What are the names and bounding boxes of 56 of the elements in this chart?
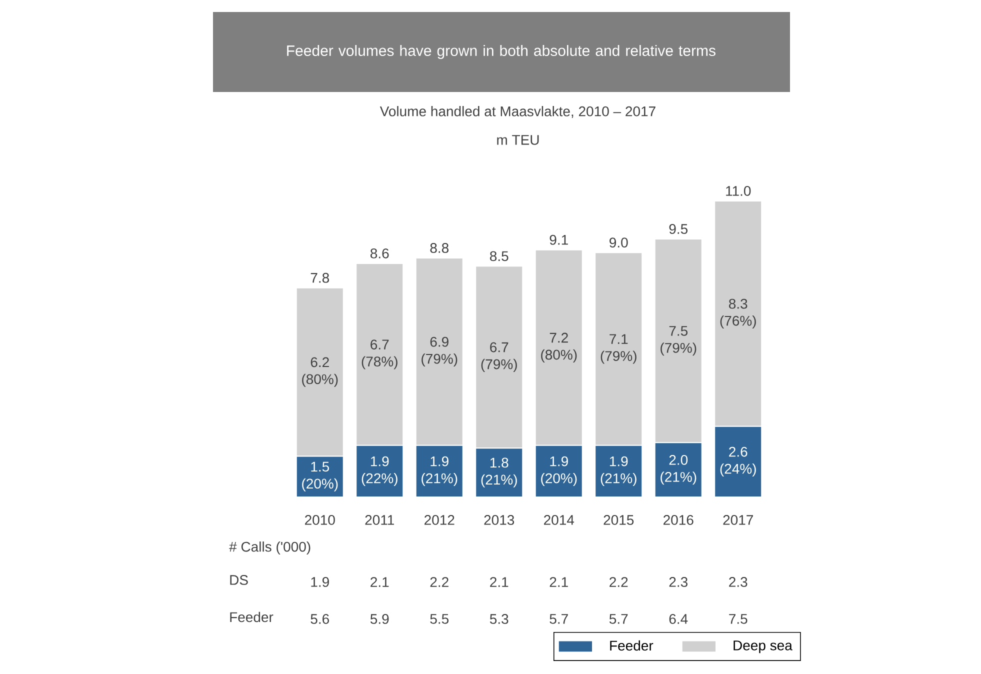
text: 2.3 (729, 577, 748, 587)
text: DS (230, 575, 248, 585)
data-label: 1.9 (21%) (600, 456, 636, 486)
data-label: 1.5 (20%) (302, 462, 338, 492)
x-tick-label: 2010 (305, 515, 335, 525)
total-label: 8.5 (490, 251, 508, 262)
data-label: 2.0 (21%) (660, 455, 696, 485)
y-axis-title: m TEU (497, 135, 539, 145)
data-label: 7.1 (79%) (600, 334, 636, 364)
text: 6.4 (669, 614, 688, 624)
total-label: 9.1 (550, 234, 568, 245)
total-label: 9.5 (669, 224, 688, 234)
text: 2.3 (669, 577, 688, 587)
chart-title: Feeder volumes have grown in both absolute and relative terms (287, 45, 716, 59)
text: 2.1 (490, 577, 508, 587)
x-tick-label: 2016 (664, 515, 694, 525)
chart-subtitle: Volume handled at Maasvlakte, 2010 – 2017 (380, 106, 656, 118)
text: 7.5 (729, 614, 748, 624)
text: 2.2 (430, 577, 448, 587)
text: 5.3 (490, 614, 508, 624)
data-label: 6.7 (79%) (481, 342, 517, 372)
data-label: 8.3 (76%) (720, 298, 756, 329)
x-tick-label: 2017 (723, 515, 753, 525)
data-label: 1.9 (22%) (362, 456, 398, 486)
legend-label: Feeder (610, 640, 654, 651)
total-label: 11.0 (726, 186, 751, 196)
text: 5.7 (609, 614, 628, 624)
x-tick-label: 2012 (424, 515, 454, 525)
total-label: 9.0 (610, 238, 628, 248)
text: 2.1 (370, 577, 389, 587)
text: Feeder (230, 612, 274, 622)
data-label: 2.6 (24%) (720, 446, 756, 477)
text: 5.7 (550, 614, 568, 624)
data-label: 7.5 (79%) (660, 326, 696, 356)
x-tick-label: 2014 (544, 515, 574, 525)
data-label: 7.2 (80%) (541, 332, 577, 362)
data-label: 6.9 (79%) (422, 336, 458, 367)
text: 1.9 (311, 577, 329, 587)
text: # Calls ('000) (229, 541, 310, 554)
data-label: 1.9 (20%) (541, 456, 577, 486)
legend-label: Deep sea (734, 640, 792, 654)
total-label: 7.8 (310, 272, 330, 283)
text: 5.5 (430, 614, 449, 624)
data-label: 1.9 (21%) (422, 456, 458, 486)
text: 2.1 (550, 577, 568, 587)
data-label: 6.2 (80%) (302, 357, 338, 387)
total-label: 8.6 (370, 248, 389, 258)
text: 2.2 (610, 577, 628, 587)
text: 5.9 (370, 614, 389, 624)
data-label: 1.8 (21%) (481, 458, 517, 488)
total-label: 8.8 (430, 243, 449, 253)
x-tick-label: 2015 (604, 515, 634, 525)
x-tick-label: 2011 (365, 515, 394, 525)
data-label: 6.7 (78%) (362, 340, 398, 370)
x-tick-label: 2013 (484, 515, 514, 525)
text: 5.6 (310, 614, 329, 624)
